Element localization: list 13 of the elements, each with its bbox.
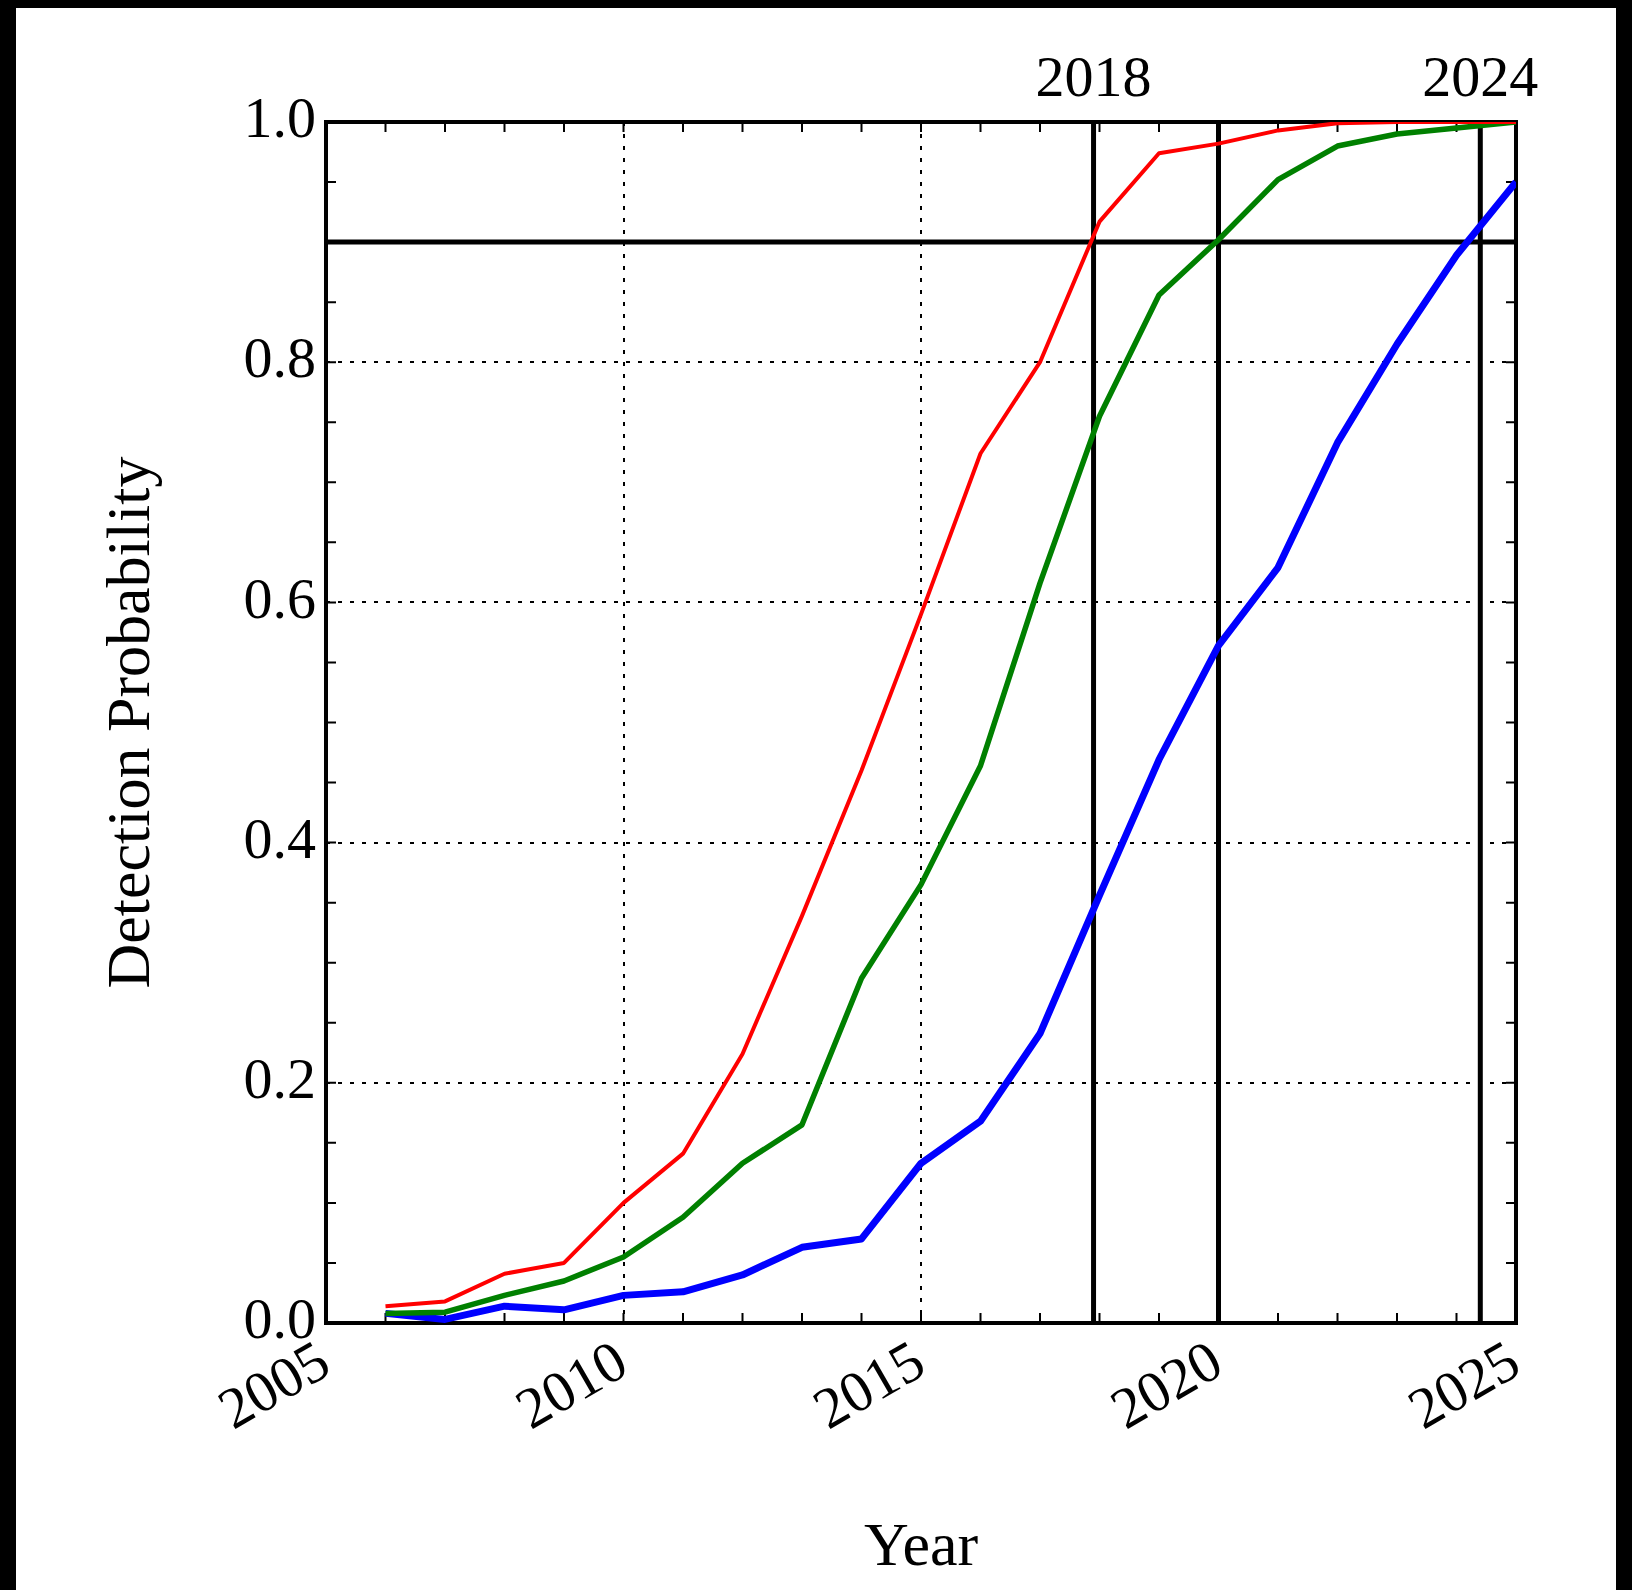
ref-line-label: 2024: [1422, 44, 1539, 110]
y-tick-label: 1.0: [243, 85, 316, 151]
x-tick-label: 2020: [1099, 1327, 1233, 1442]
y-tick-label: 0.6: [243, 565, 316, 631]
x-tick-label: 2025: [1397, 1327, 1531, 1442]
y-tick-label: 0.4: [243, 805, 316, 871]
x-axis-title: Year: [863, 1510, 979, 1579]
x-tick-label: 2010: [504, 1327, 638, 1442]
x-tick-label: 2015: [802, 1327, 936, 1442]
y-tick-label: 0.2: [243, 1046, 316, 1112]
y-tick-label: 0.8: [243, 325, 316, 391]
ref-line-label: 2018: [1035, 44, 1152, 110]
y-axis-title: Detection Probability: [94, 456, 163, 989]
